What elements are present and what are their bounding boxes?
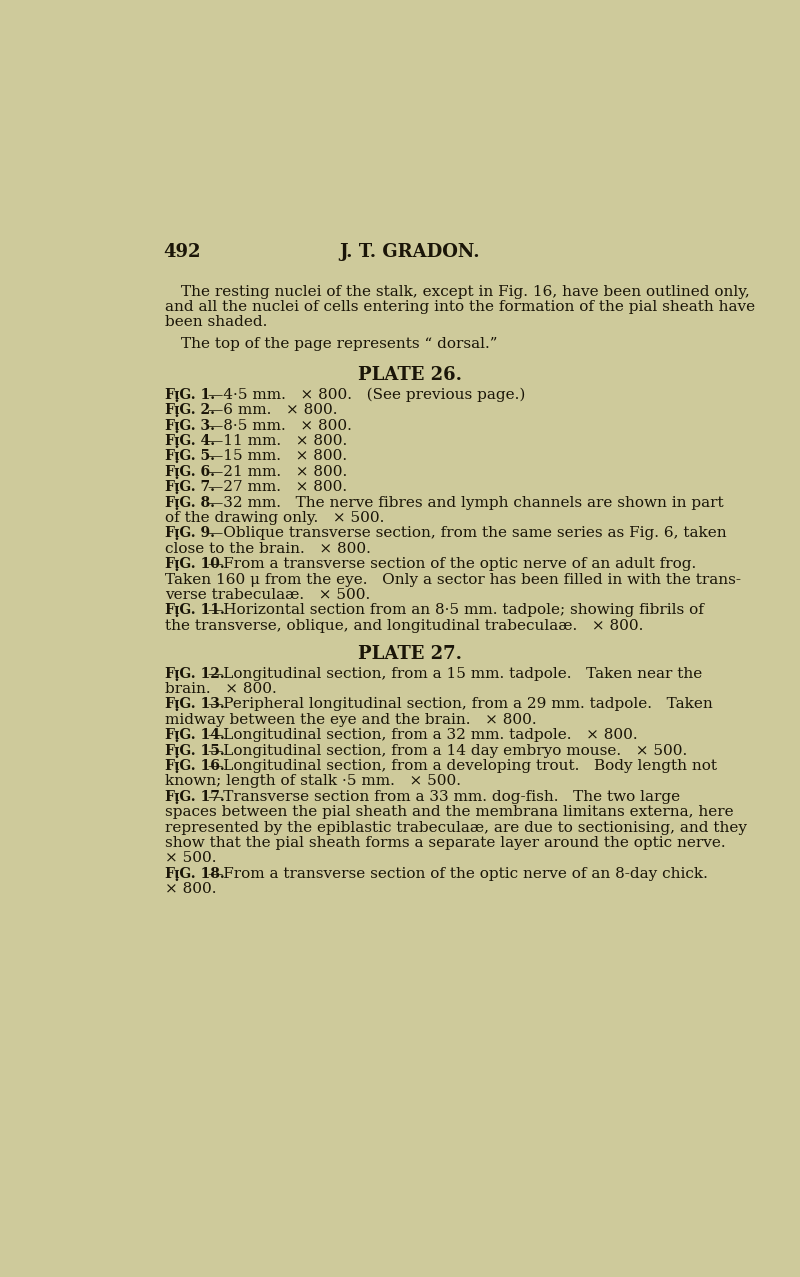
Text: FᴉG. 1.: FᴉG. 1.: [165, 388, 215, 402]
Text: J. T. GRADON.: J. T. GRADON.: [340, 243, 480, 262]
Text: verse trabeculaæ.   × 500.: verse trabeculaæ. × 500.: [165, 589, 370, 601]
Text: the transverse, oblique, and longitudinal trabeculaæ.   × 800.: the transverse, oblique, and longitudina…: [165, 619, 643, 633]
Text: —27 mm.   × 800.: —27 mm. × 800.: [208, 480, 347, 494]
Text: —Longitudinal section, from a 14 day embryo mouse.   × 500.: —Longitudinal section, from a 14 day emb…: [208, 743, 687, 757]
Text: FᴉG. 3.: FᴉG. 3.: [165, 419, 215, 433]
Text: FᴉG. 15.: FᴉG. 15.: [165, 743, 225, 757]
Text: FᴉG. 6.: FᴉG. 6.: [165, 465, 215, 479]
Text: —6 mm.   × 800.: —6 mm. × 800.: [208, 404, 338, 418]
Text: FᴉG. 7.: FᴉG. 7.: [165, 480, 215, 494]
Text: FᴉG. 2.: FᴉG. 2.: [165, 404, 215, 418]
Text: FᴉG. 18.: FᴉG. 18.: [165, 867, 225, 881]
Text: FᴉG. 13.: FᴉG. 13.: [165, 697, 225, 711]
Text: close to the brain.   × 800.: close to the brain. × 800.: [165, 541, 371, 555]
Text: —21 mm.   × 800.: —21 mm. × 800.: [208, 465, 347, 479]
Text: PLATE 26.: PLATE 26.: [358, 366, 462, 384]
Text: —32 mm.   The nerve fibres and lymph channels are shown in part: —32 mm. The nerve fibres and lymph chann…: [208, 495, 724, 510]
Text: FᴉG. 14.: FᴉG. 14.: [165, 728, 225, 742]
Text: FᴉG. 16.: FᴉG. 16.: [165, 759, 225, 773]
Text: spaces between the pial sheath and the membrana limitans externa, here: spaces between the pial sheath and the m…: [165, 806, 734, 820]
Text: midway between the eye and the brain.   × 800.: midway between the eye and the brain. × …: [165, 713, 537, 727]
Text: FᴉG. 11.: FᴉG. 11.: [165, 604, 225, 618]
Text: represented by the epiblastic trabeculaæ, are due to sectionising, and they: represented by the epiblastic trabeculaæ…: [165, 821, 747, 835]
Text: FᴉG. 4.: FᴉG. 4.: [165, 434, 215, 448]
Text: —Longitudinal section, from a 32 mm. tadpole.   × 800.: —Longitudinal section, from a 32 mm. tad…: [208, 728, 638, 742]
Text: —From a transverse section of the optic nerve of an 8-day chick.: —From a transverse section of the optic …: [208, 867, 708, 881]
Text: —11 mm.   × 800.: —11 mm. × 800.: [208, 434, 347, 448]
Text: show that the pial sheath forms a separate layer around the optic nerve.: show that the pial sheath forms a separa…: [165, 836, 726, 850]
Text: —8·5 mm.   × 800.: —8·5 mm. × 800.: [208, 419, 352, 433]
Text: brain.   × 800.: brain. × 800.: [165, 682, 277, 696]
Text: FᴉG. 5.: FᴉG. 5.: [165, 450, 215, 464]
Text: —Horizontal section from an 8·5 mm. tadpole; showing fibrils of: —Horizontal section from an 8·5 mm. tadp…: [208, 604, 704, 618]
Text: FᴉG. 8.: FᴉG. 8.: [165, 495, 215, 510]
Text: —From a transverse section of the optic nerve of an adult frog.: —From a transverse section of the optic …: [208, 557, 697, 571]
Text: known; length of stalk ·5 mm.   × 500.: known; length of stalk ·5 mm. × 500.: [165, 774, 461, 788]
Text: —4·5 mm.   × 800.   (See previous page.): —4·5 mm. × 800. (See previous page.): [208, 387, 526, 402]
Text: × 500.: × 500.: [165, 852, 217, 866]
Text: and all the nuclei of cells entering into the formation of the pial sheath have: and all the nuclei of cells entering int…: [165, 300, 755, 314]
Text: —Oblique transverse section, from the same series as Fig. 6, taken: —Oblique transverse section, from the sa…: [208, 526, 727, 540]
Text: Taken 160 μ from the eye.   Only a sector has been filled in with the trans-: Taken 160 μ from the eye. Only a sector …: [165, 572, 741, 586]
Text: —Longitudinal section, from a 15 mm. tadpole.   Taken near the: —Longitudinal section, from a 15 mm. tad…: [208, 667, 702, 681]
Text: 492: 492: [163, 243, 201, 262]
Text: of the drawing only.   × 500.: of the drawing only. × 500.: [165, 511, 385, 525]
Text: been shaded.: been shaded.: [165, 315, 267, 329]
Text: —15 mm.   × 800.: —15 mm. × 800.: [208, 450, 347, 464]
Text: The resting nuclei of the stalk, except in Fig. 16, have been outlined only,: The resting nuclei of the stalk, except …: [181, 285, 750, 299]
Text: The top of the page represents “ dorsal.”: The top of the page represents “ dorsal.…: [181, 337, 497, 351]
Text: × 800.: × 800.: [165, 882, 217, 896]
Text: —Transverse section from a 33 mm. dog-fish.   The two large: —Transverse section from a 33 mm. dog-fi…: [208, 789, 680, 803]
Text: FᴉG. 17.: FᴉG. 17.: [165, 789, 225, 803]
Text: —Longitudinal section, from a developing trout.   Body length not: —Longitudinal section, from a developing…: [208, 759, 718, 773]
Text: FᴉG. 9.: FᴉG. 9.: [165, 526, 215, 540]
Text: —Peripheral longitudinal section, from a 29 mm. tadpole.   Taken: —Peripheral longitudinal section, from a…: [208, 697, 713, 711]
Text: FᴉG. 10.: FᴉG. 10.: [165, 557, 225, 571]
Text: PLATE 27.: PLATE 27.: [358, 645, 462, 663]
Text: FᴉG. 12.: FᴉG. 12.: [165, 667, 225, 681]
